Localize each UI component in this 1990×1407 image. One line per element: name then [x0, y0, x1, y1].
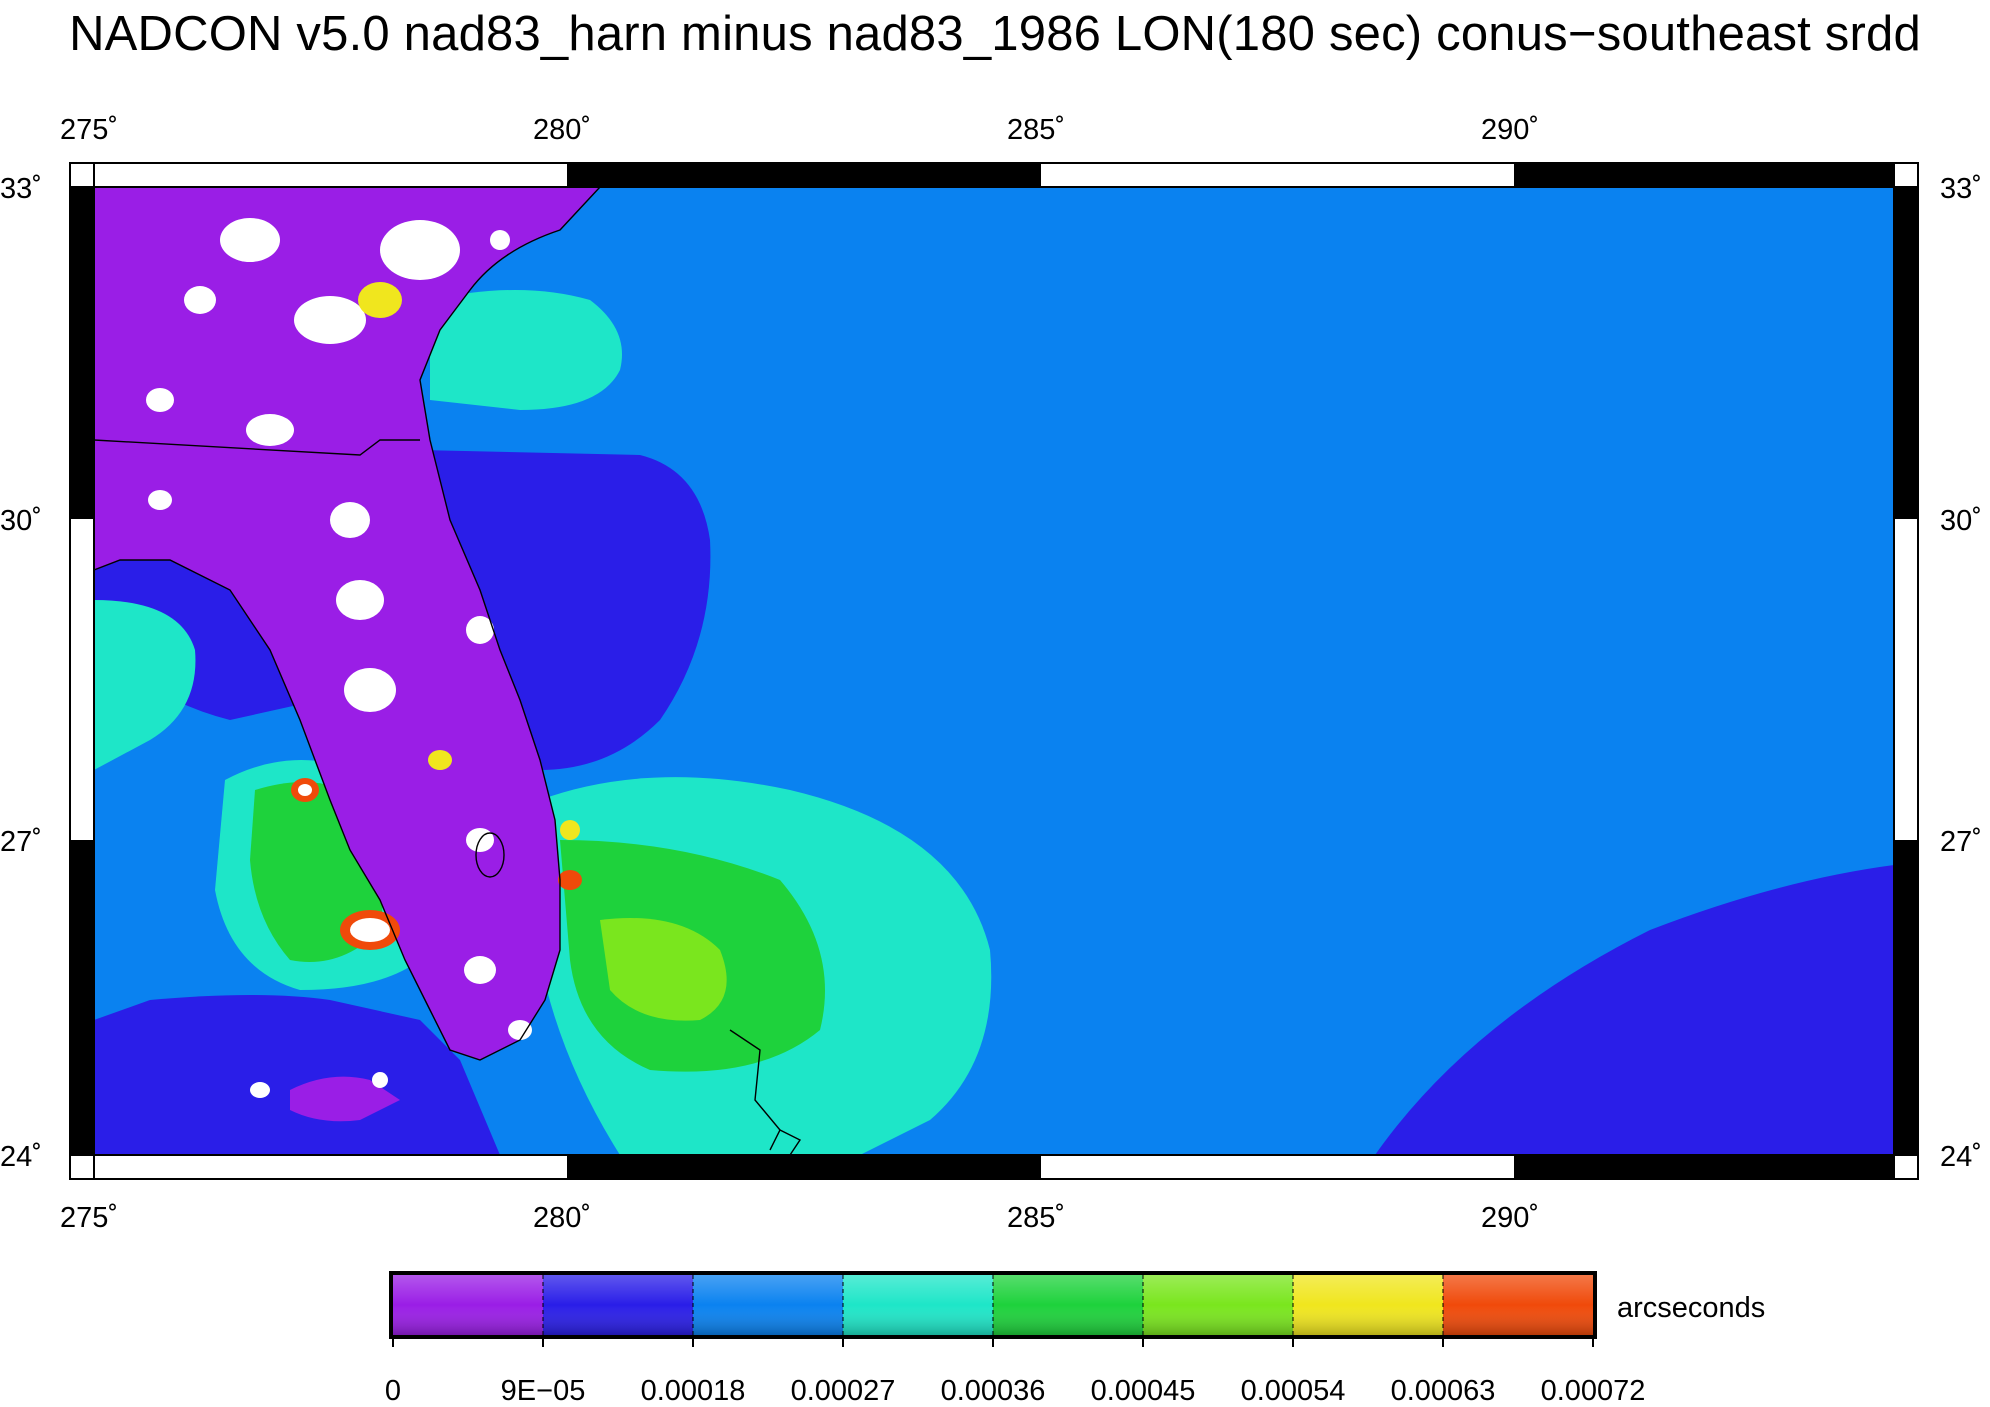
lat-tick-left-30: 30˚: [0, 505, 42, 537]
colorbar-tick-label-4: 0.00036: [941, 1375, 1046, 1407]
colorbar-tick-label-7: 0.00063: [1391, 1375, 1496, 1407]
lat-tick-right-27: 27˚: [1940, 826, 1982, 858]
colorbar-swatch: [393, 1275, 544, 1335]
lon-ticks-bottom: 275˚ 280˚ 285˚ 290˚: [60, 1202, 1539, 1234]
map-title: NADCON v5.0 nad83_harn minus nad83_1986 …: [69, 7, 1921, 61]
lon-tick-bottom-275: 275˚: [60, 1202, 118, 1234]
colorbar-swatch: [543, 1275, 694, 1335]
lon-tick-top-275: 275˚: [60, 114, 118, 146]
map-frame: [69, 162, 1919, 1180]
field-mid-region-gulf-west: [94, 600, 196, 770]
lat-tick-right-24: 24˚: [1940, 1141, 1982, 1173]
colorbar-swatch: [1443, 1275, 1594, 1335]
colorbar-swatch: [693, 1275, 844, 1335]
colorbar-swatch: [1143, 1275, 1294, 1335]
colorbar-tick-labels: 0 9E−05 0.00018 0.00027 0.00036 0.00045 …: [385, 1375, 1645, 1407]
colorbar: 0 9E−05 0.00018 0.00027 0.00036 0.00045 …: [385, 1271, 1765, 1407]
lat-tick-left-27: 27˚: [0, 826, 42, 858]
field-low-region-southeast: [1375, 865, 1894, 1155]
field-mid-region-georgia-coast: [430, 290, 622, 410]
lat-ticks-right: 33˚ 30˚ 27˚ 24˚: [1940, 173, 1982, 1173]
field-lowest-region-keys: [290, 1076, 400, 1122]
field-higher-region-atlantic: [600, 918, 727, 1021]
lon-tick-bottom-285: 285˚: [1007, 1202, 1065, 1234]
lon-ticks-top: 275˚ 280˚ 285˚ 290˚: [60, 114, 1539, 146]
lon-tick-top-280: 280˚: [533, 114, 591, 146]
lon-tick-top-290: 290˚: [1481, 114, 1539, 146]
lat-tick-right-33: 33˚: [1940, 173, 1982, 205]
lon-tick-top-285: 285˚: [1007, 114, 1065, 146]
lat-tick-left-24: 24˚: [0, 1141, 42, 1173]
lat-tick-right-30: 30˚: [1940, 505, 1982, 537]
lat-ticks-left: 33˚ 30˚ 27˚ 24˚: [0, 173, 42, 1173]
colorbar-ticks: [392, 1275, 1594, 1347]
colorbar-tick-label-1: 9E−05: [501, 1375, 586, 1407]
colorbar-unit-label: arcseconds: [1617, 1292, 1765, 1324]
lon-tick-bottom-290: 290˚: [1481, 1202, 1539, 1234]
colorbar-tick-label-8: 0.00072: [1541, 1375, 1646, 1407]
map-plot-area: [94, 187, 1894, 1155]
coastline: [94, 187, 802, 1155]
colorbar-tick-label-5: 0.00045: [1091, 1375, 1196, 1407]
colorbar-swatch: [843, 1275, 994, 1335]
colorbar-tick-label-3: 0.00027: [791, 1375, 896, 1407]
field-speckles: [146, 218, 582, 1098]
colorbar-tick-label-2: 0.00018: [641, 1375, 746, 1407]
colorbar-tick-label-6: 0.00054: [1241, 1375, 1346, 1407]
colorbar-swatch: [993, 1275, 1144, 1335]
colorbar-swatch: [1293, 1275, 1444, 1335]
lon-tick-bottom-280: 280˚: [533, 1202, 591, 1234]
field-low-region-south: [94, 995, 500, 1155]
colorbar-tick-label-0: 0: [385, 1375, 401, 1407]
lat-tick-left-33: 33˚: [0, 173, 42, 205]
